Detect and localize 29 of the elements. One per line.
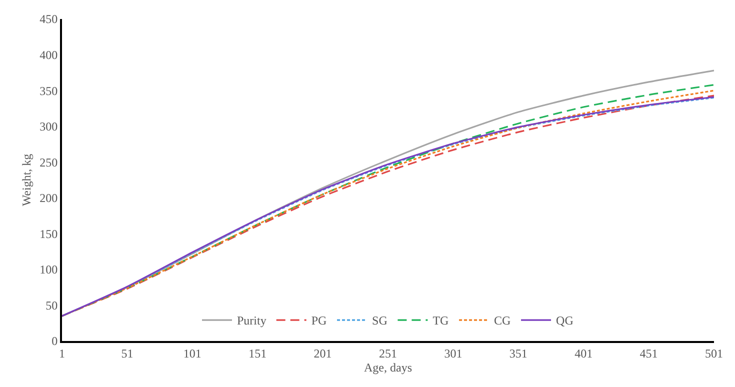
legend-label: Purity <box>237 314 266 328</box>
y-tick-label: 400 <box>40 48 58 62</box>
y-tick-label: 300 <box>40 120 58 134</box>
y-axis-title: Weight, kg <box>19 154 34 206</box>
y-tick-label: 250 <box>40 155 58 170</box>
legend-label: TG <box>432 314 450 328</box>
y-tick-label: 0 <box>52 334 58 348</box>
x-tick-label: 1 <box>59 346 65 360</box>
x-tick-label: 251 <box>379 346 397 360</box>
y-tick-label: 450 <box>40 12 58 26</box>
x-tick-label: 301 <box>444 346 462 360</box>
y-tick-label: 200 <box>40 191 58 206</box>
x-tick-label: 151 <box>248 346 267 360</box>
y-tick-label: 100 <box>40 262 58 277</box>
legend-label: SG <box>372 314 388 328</box>
x-tick-label: 401 <box>574 346 593 360</box>
x-tick-label: 51 <box>121 346 134 360</box>
x-tick-label: 201 <box>314 346 332 360</box>
legend-label: QG <box>556 314 574 328</box>
x-tick-label: 101 <box>183 346 202 360</box>
y-tick-label: 150 <box>40 226 58 241</box>
x-axis-title: Age, days <box>364 360 412 374</box>
x-tick-label: 351 <box>509 346 528 360</box>
x-tick-label: 451 <box>640 346 658 360</box>
legend-label: CG <box>494 314 512 328</box>
y-tick-label: 50 <box>46 298 58 312</box>
y-tick-label: 350 <box>40 84 58 98</box>
legend-label: PG <box>311 314 328 328</box>
x-tick-label: 501 <box>705 346 723 360</box>
